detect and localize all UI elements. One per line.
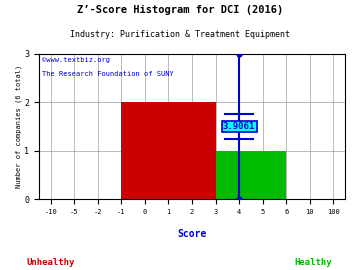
Text: Industry: Purification & Treatment Equipment: Industry: Purification & Treatment Equip… xyxy=(70,30,290,39)
Text: Z’-Score Histogram for DCI (2016): Z’-Score Histogram for DCI (2016) xyxy=(77,5,283,15)
Text: Unhealthy: Unhealthy xyxy=(26,258,75,267)
Bar xyxy=(216,151,286,199)
Text: ©www.textbiz.org: ©www.textbiz.org xyxy=(42,56,110,63)
Text: Healthy: Healthy xyxy=(294,258,332,267)
Bar xyxy=(121,102,216,199)
X-axis label: Score: Score xyxy=(177,229,207,239)
Text: 3.9061: 3.9061 xyxy=(223,122,255,131)
Y-axis label: Number of companies (6 total): Number of companies (6 total) xyxy=(15,65,22,188)
Text: The Research Foundation of SUNY: The Research Foundation of SUNY xyxy=(42,71,174,77)
